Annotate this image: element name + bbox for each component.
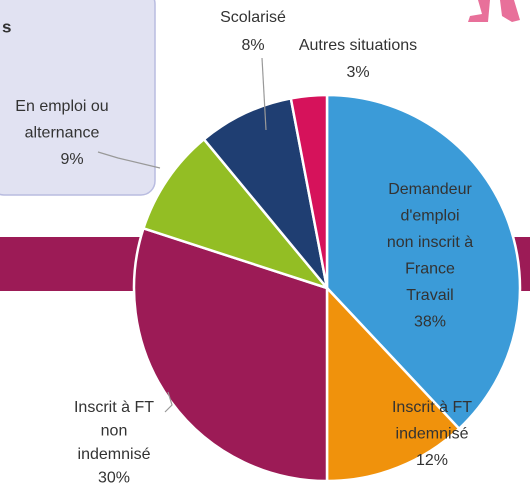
slice-label: indemnisé xyxy=(78,446,151,463)
slice-label: Travail xyxy=(406,287,453,304)
panel-text: s xyxy=(2,17,11,36)
pie-slice xyxy=(289,93,329,289)
slice-label: indemnisé xyxy=(396,426,469,443)
value-label: 3% xyxy=(346,64,369,81)
slice-label: Autres situations xyxy=(299,37,417,54)
pie-slice xyxy=(325,93,522,431)
slice-label: France xyxy=(405,261,455,278)
slice-label: d'emploi xyxy=(400,208,459,225)
pie-slice xyxy=(141,137,331,291)
info-panel xyxy=(0,0,156,196)
slice-label: Demandeur xyxy=(388,181,472,198)
leader-lines xyxy=(97,57,267,413)
value-label: 9% xyxy=(60,151,83,168)
value-label: 38% xyxy=(414,314,446,331)
slice-label: non xyxy=(101,423,128,440)
slice-label: non inscrit à xyxy=(387,234,473,251)
slice-label: alternance xyxy=(25,125,100,142)
value-label: 30% xyxy=(98,470,130,486)
slice-label: Scolarisé xyxy=(220,9,286,26)
pie-slice xyxy=(325,284,461,483)
figure xyxy=(468,0,520,22)
value-label: 8% xyxy=(241,37,264,54)
pie-slice xyxy=(202,96,329,289)
slice-label: En emploi ou xyxy=(15,98,108,115)
slice-label: Inscrit à FT xyxy=(392,399,472,416)
value-label: 12% xyxy=(416,452,448,469)
pie xyxy=(132,93,522,483)
slice-label: Inscrit à FT xyxy=(74,399,154,416)
